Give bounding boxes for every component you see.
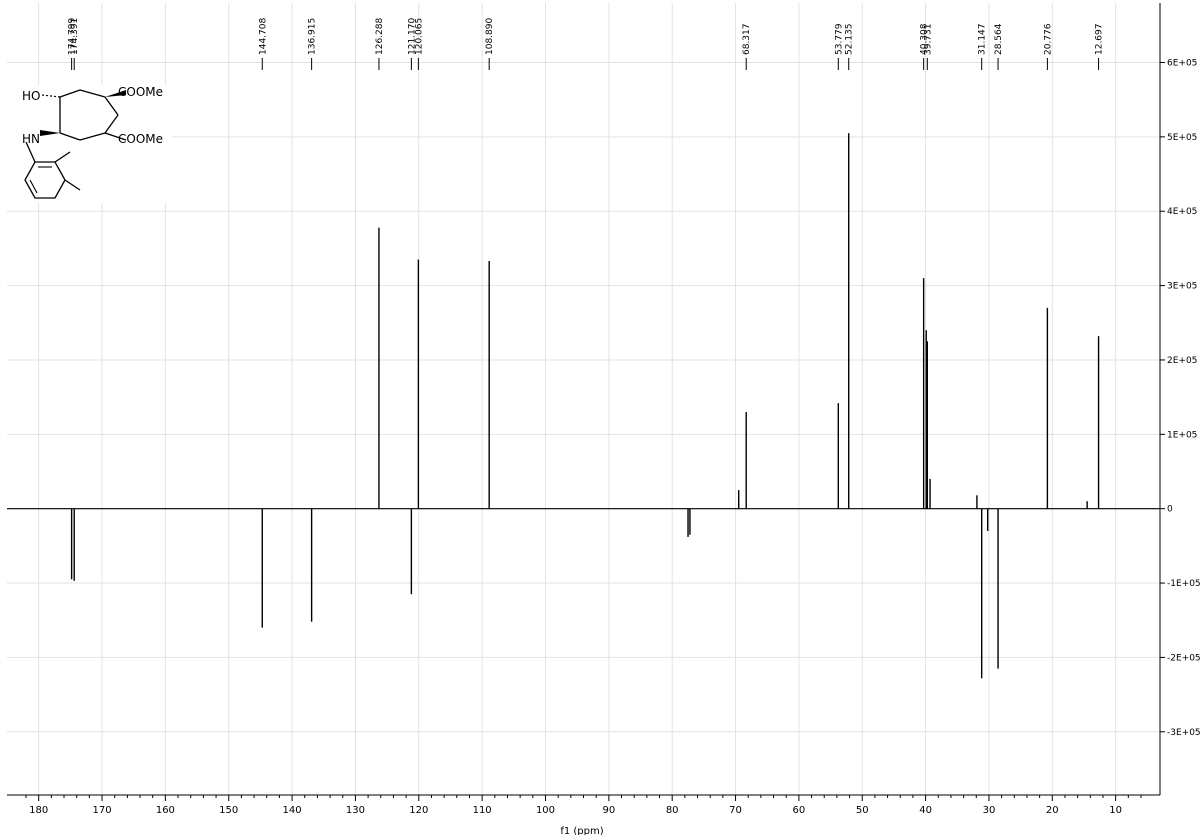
y-tick-label: 4E+05 [1167, 207, 1197, 217]
peak-label: 53.779 [834, 23, 844, 55]
x-tick-label: 10 [1109, 805, 1122, 816]
structure-background [0, 85, 172, 203]
peak-label: 174.799 [68, 18, 78, 55]
x-tick-label: 60 [793, 805, 806, 816]
x-tick-label: 160 [156, 805, 175, 816]
ring-bond [104, 132, 127, 141]
peak-label: 12.697 [1095, 24, 1105, 56]
peak-label: 52.135 [845, 24, 855, 56]
peak-label: 136.915 [308, 18, 318, 55]
y-tick-label: 1E+05 [1167, 430, 1197, 440]
x-tick-label: 20 [1046, 805, 1059, 816]
x-tick-label: 30 [983, 805, 996, 816]
peak-label: 120.065 [414, 18, 424, 55]
x-tick-label: 120 [409, 805, 428, 816]
ring-bond [104, 96, 119, 116]
x-tick-label: 170 [92, 805, 111, 816]
peak-label: 108.890 [485, 18, 495, 55]
y-tick-label: 3E+05 [1167, 282, 1197, 292]
x-tick-label: 150 [219, 805, 238, 816]
ring-bond [79, 89, 106, 98]
y-tick-label: 0 [1167, 505, 1173, 515]
coome-bottom-label: COOMe [118, 132, 163, 146]
y-tick-label: -3E+05 [1167, 728, 1201, 738]
peak-label: 28.564 [994, 23, 1004, 55]
peak-label: 126.288 [375, 18, 385, 55]
x-tick-label: 40 [919, 805, 932, 816]
x-tick-label: 180 [29, 805, 48, 816]
ring-bond [79, 132, 106, 141]
y-axis: 6E+05 5E+05 4E+05 3E+05 2E+05 1E+05 0 -1E+05 -2E… [1159, 3, 1201, 795]
peak-label: 144.708 [258, 18, 268, 55]
peak-label: 31.147 [978, 24, 988, 56]
ho-label: HO [22, 89, 40, 103]
y-tick-label: 5E+05 [1167, 133, 1197, 143]
x-tick-label: 110 [473, 805, 492, 816]
spectrum-peaks [70, 133, 1100, 679]
peak-label: 68.317 [742, 24, 752, 56]
x-tick-label: 140 [283, 805, 302, 816]
ring-bond [59, 89, 81, 98]
grid-lines [7, 3, 1160, 795]
y-tick-label: 2E+05 [1167, 356, 1197, 366]
peak-label: 40.308 [920, 23, 930, 55]
y-tick-label: 6E+05 [1167, 58, 1197, 68]
ring-bond [25, 141, 36, 163]
peak-label: 39.731 [923, 24, 933, 56]
x-axis: 180 170 160 150 140 130 120 110 100 90 80 70 60 50 40 3… [7, 794, 1160, 816]
y-tick-label: -1E+05 [1167, 579, 1201, 589]
coome-top-label: COOMe [118, 85, 163, 99]
hn-label: HN [22, 132, 40, 146]
x-tick-label: 90 [602, 805, 615, 816]
x-tick-label: 70 [729, 805, 742, 816]
peak-label: 20.776 [1043, 23, 1053, 55]
peak-label: 174.391 [70, 18, 80, 55]
methyl-bond [54, 151, 71, 163]
ring-bond [104, 114, 119, 134]
hash-bond [41, 94, 61, 98]
x-axis-title: f1 (ppm) [560, 826, 603, 835]
methyl-bond [64, 179, 81, 191]
y-tick-label: -2E+05 [1167, 653, 1201, 663]
x-tick-label: 130 [346, 805, 365, 816]
wedge-bond [40, 130, 60, 136]
ring-bond [59, 132, 81, 141]
x-tick-label: 100 [536, 805, 555, 816]
peak-label: 121.170 [407, 18, 417, 55]
wedge-bond [105, 90, 126, 97]
x-tick-label: 80 [666, 805, 679, 816]
ring-double-bond [29, 179, 38, 194]
x-tick-label: 50 [856, 805, 869, 816]
molecule-structure-drawing: HO HN COOMe COOMe [0, 85, 172, 203]
